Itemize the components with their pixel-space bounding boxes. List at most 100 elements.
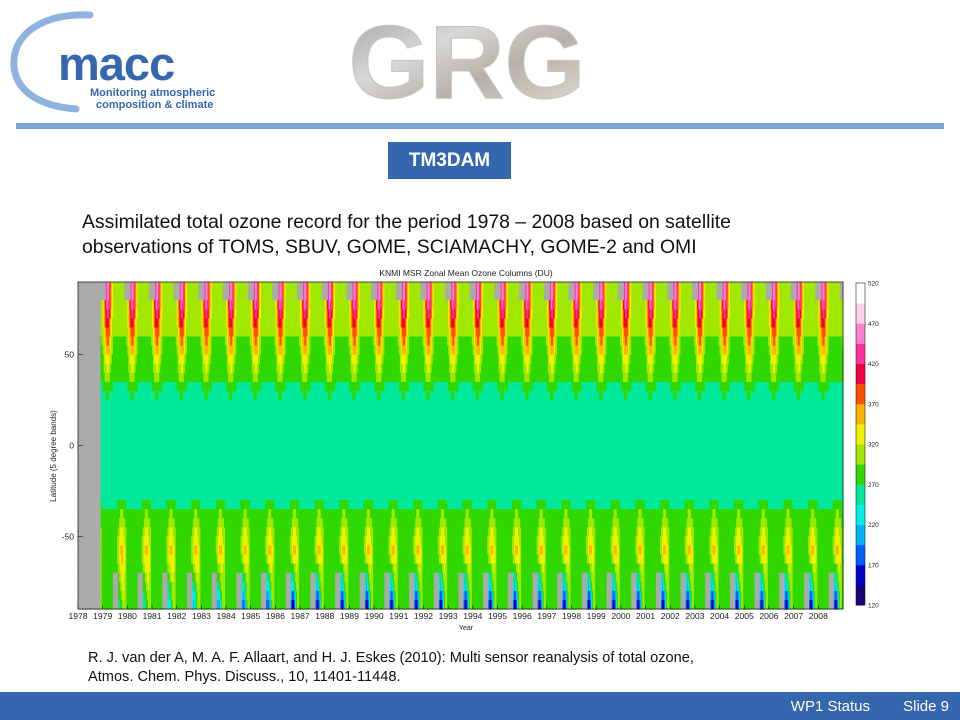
heatmap-cell <box>116 445 118 456</box>
heatmap-cell <box>146 445 149 456</box>
heatmap-cell <box>109 463 112 474</box>
heatmap-cell <box>96 481 99 492</box>
heatmap-cell <box>104 527 107 537</box>
heatmap-cell <box>108 318 111 329</box>
heatmap-cell <box>155 427 157 438</box>
heatmap-cell <box>141 291 144 301</box>
heatmap-cell <box>81 518 83 528</box>
heatmap-cell <box>102 391 105 401</box>
heatmap-cell <box>121 500 123 510</box>
heatmap-cell <box>148 400 151 410</box>
heatmap-cell <box>102 581 105 592</box>
heatmap-cell <box>104 318 107 329</box>
heatmap-cell <box>123 354 125 365</box>
heatmap-cell <box>137 581 140 592</box>
heatmap-cell <box>143 381 146 392</box>
heatmap-cell <box>132 545 135 556</box>
heatmap-cell <box>126 490 128 501</box>
heatmap-cell <box>79 527 81 537</box>
heatmap-cell <box>133 327 136 338</box>
heatmap-cell <box>159 418 161 428</box>
heatmap-cell <box>97 391 100 401</box>
heatmap-cell <box>81 445 83 456</box>
heatmap-cell <box>147 490 150 501</box>
heatmap-cell <box>135 381 138 392</box>
heatmap-cell <box>143 481 146 492</box>
heatmap-cell <box>103 599 106 610</box>
heatmap-cell <box>159 590 161 601</box>
heatmap-cell <box>148 572 151 583</box>
heatmap-cell <box>142 590 145 601</box>
heatmap-cell <box>127 427 129 438</box>
heatmap-cell <box>159 454 161 465</box>
heatmap-cell <box>128 354 131 365</box>
heatmap-cell <box>101 409 104 419</box>
heatmap-cell <box>131 391 134 401</box>
heatmap-cell <box>85 563 87 574</box>
heatmap-cell <box>159 472 161 483</box>
heatmap-cell <box>113 445 116 456</box>
heatmap-cell <box>115 327 117 338</box>
heatmap-cell <box>86 472 88 483</box>
heatmap-cell <box>106 381 109 392</box>
heatmap-cell <box>99 427 102 438</box>
heatmap-cell <box>103 318 106 329</box>
heatmap-cell <box>155 500 157 510</box>
heatmap-cell <box>86 490 88 501</box>
heatmap-cell <box>129 527 132 537</box>
heatmap-cell <box>85 572 87 583</box>
heatmap-cell <box>135 291 138 301</box>
heatmap-cell <box>116 500 118 510</box>
heatmap-cell <box>120 336 122 347</box>
heatmap-cell <box>103 391 106 401</box>
heatmap-cell <box>113 563 116 574</box>
heatmap-cell <box>93 381 96 392</box>
heatmap-cell <box>148 345 151 356</box>
heatmap-cell <box>125 554 127 565</box>
heatmap-cell <box>103 572 106 583</box>
heatmap-cell <box>143 518 146 528</box>
heatmap-cell <box>124 518 126 528</box>
heatmap-cell <box>82 327 84 338</box>
heatmap-cell <box>158 572 160 583</box>
heatmap-cell <box>91 590 93 601</box>
heatmap-cell <box>80 572 82 583</box>
heatmap-cell <box>130 527 133 537</box>
heatmap-cell <box>145 472 148 483</box>
heatmap-cell <box>123 536 125 547</box>
heatmap-cell <box>80 500 82 510</box>
heatmap-cell <box>89 518 91 528</box>
heatmap-cell <box>86 481 88 492</box>
heatmap-cell <box>147 572 150 583</box>
heatmap-cell <box>147 545 150 556</box>
heatmap-cell <box>79 463 81 474</box>
heatmap-cell <box>97 563 100 574</box>
heatmap-cell <box>100 291 103 301</box>
heatmap-cell <box>138 572 141 583</box>
heatmap-cell <box>94 436 97 447</box>
heatmap-cell <box>111 318 114 329</box>
heatmap-cell <box>92 363 95 374</box>
heatmap-cell <box>94 545 97 556</box>
heatmap-cell <box>152 599 154 610</box>
heatmap-cell <box>152 427 154 438</box>
heatmap-cell <box>127 381 129 392</box>
heatmap-cell <box>127 527 129 537</box>
heatmap-cell <box>134 282 137 292</box>
heatmap-cell <box>85 490 87 501</box>
heatmap-cell <box>113 500 116 510</box>
heatmap-cell <box>106 309 109 319</box>
heatmap-cell <box>106 391 109 401</box>
heatmap-cell <box>107 500 110 510</box>
heatmap-cell <box>156 336 158 347</box>
heatmap-cell <box>145 572 148 583</box>
heatmap-cell <box>135 527 138 537</box>
heatmap-cell <box>102 554 105 565</box>
heatmap-cell <box>79 327 81 338</box>
heatmap-cell <box>88 554 90 565</box>
heatmap-cell <box>136 545 139 556</box>
heatmap-cell <box>148 381 151 392</box>
heatmap-cell <box>141 309 144 319</box>
heatmap-cell <box>137 527 140 537</box>
heatmap-cell <box>91 300 93 310</box>
